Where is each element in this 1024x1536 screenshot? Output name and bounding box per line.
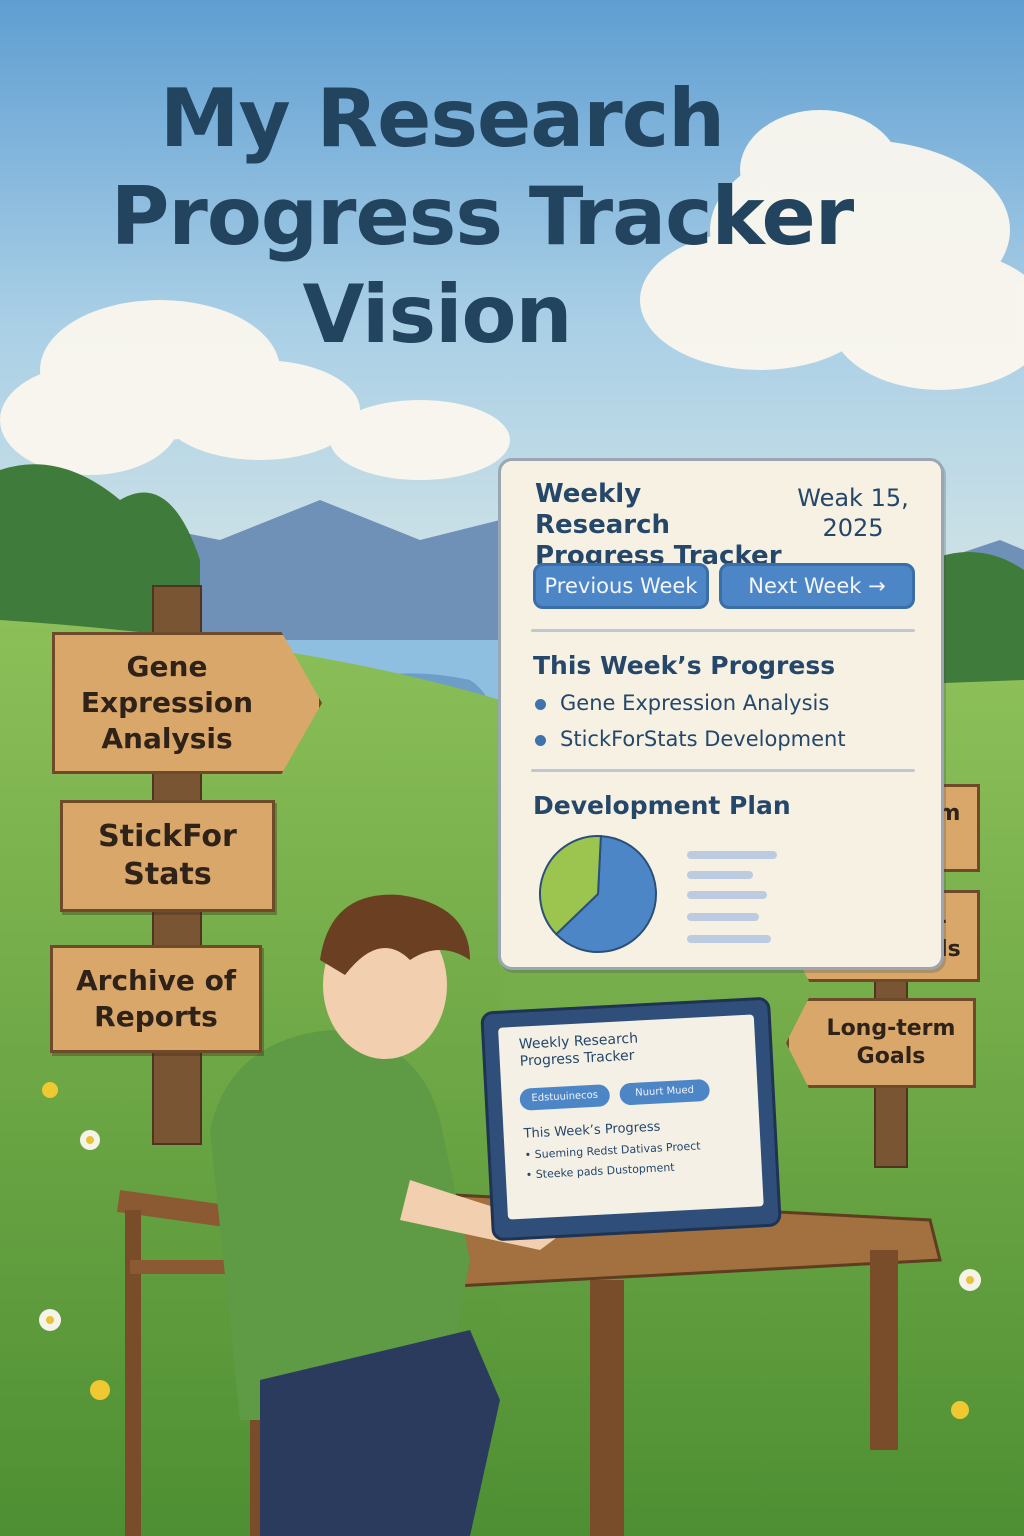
sign-long-term-goals-label: Long-term Goals [826,1016,956,1069]
laptop-progress-heading: This Week’s Progress [523,1119,661,1142]
tracker-panel: Weekly Research Progress Tracker Weak 15… [498,458,944,970]
title-line-3: Vision [302,268,573,361]
sign-stickforstats-label: StickFor Stats [98,819,237,892]
laptop-title: Weekly Research Progress Tracker [518,1030,639,1070]
plan-legend-line [687,871,753,879]
previous-week-button[interactable]: Previous Week [533,563,709,609]
next-week-button[interactable]: Next Week → [719,563,915,609]
sign-gene-expression-label: Gene Expression Analysis [80,650,254,755]
progress-heading: This Week’s Progress [533,651,836,680]
plan-pie-chart [539,835,657,953]
progress-item: StickForStats Development [535,727,846,751]
divider [531,629,915,632]
progress-item-label: Gene Expression Analysis [560,691,830,715]
title-line-1: My Research [159,72,725,165]
sign-archive-reports[interactable]: Archive of Reports [50,945,262,1053]
laptop-progress-item: • Steeke pads Dustopment [525,1160,675,1182]
bullet-icon [535,734,546,746]
laptop-button-previous[interactable]: Edstuuinecos [519,1084,611,1111]
person-figure [210,894,560,1536]
laptop-progress-item: • Sueming Redst Dativas Proect [524,1139,701,1162]
cloud-shapes [0,110,1024,480]
pie-slice-0 [554,835,657,953]
pie-slice-1 [539,835,602,936]
plan-legend-line [687,891,767,899]
sign-stickforstats[interactable]: StickFor Stats [60,800,275,912]
laptop-progress-item-label: Steeke pads Dustopment [535,1160,675,1182]
sign-long-term-goals[interactable]: Long-term Goals [786,998,976,1088]
plan-legend-line [687,935,771,943]
progress-item: Gene Expression Analysis [535,691,829,715]
bullet-icon [535,698,546,710]
sign-gene-expression[interactable]: Gene Expression Analysis [52,632,322,774]
laptop-button-next[interactable]: Nuurt Mued [619,1078,711,1106]
plan-legend-line [687,913,759,921]
plan-legend-line [687,851,777,859]
laptop-progress-item-label: Sueming Redst Dativas Proect [534,1139,701,1162]
flower-shapes [39,1082,981,1419]
sign-archive-reports-label: Archive of Reports [75,964,236,1033]
title-line-2: Progress Tracker [110,170,855,263]
plan-heading: Development Plan [533,791,791,820]
week-label: Weak 15, 2025 [797,484,909,542]
poster-title: My Research Progress Tracker Vision [0,70,1024,364]
laptop-display: Weekly Research Progress Tracker Edstuui… [498,1014,764,1220]
tracker-title: Weekly Research Progress Tracker [535,479,782,571]
progress-item-label: StickForStats Development [560,727,846,751]
divider [531,769,915,772]
laptop-screen: Weekly Research Progress Tracker Edstuui… [480,996,782,1242]
